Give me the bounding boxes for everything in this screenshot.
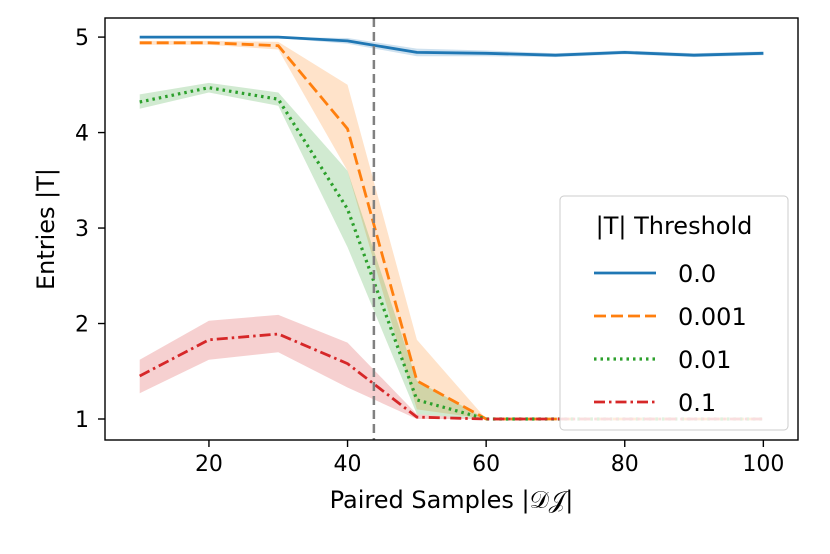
legend: |T| Threshold 0.0 0.001 0.01 0.1 xyxy=(559,195,789,431)
y-tick-label: 5 xyxy=(75,26,89,51)
x-tick-label: 40 xyxy=(334,452,362,477)
y-tick-label: 4 xyxy=(75,122,89,147)
x-axis: 20 40 60 80 100 xyxy=(195,440,784,477)
legend-label-2: 0.01 xyxy=(678,346,731,374)
plot-frame xyxy=(104,17,799,441)
x-axis-label: Paired Samples |𝒟𝒥| xyxy=(330,486,574,514)
x-tick-label: 20 xyxy=(195,452,223,477)
y-axis-label: Entries |T| xyxy=(32,168,60,290)
y-tick-label: 3 xyxy=(75,217,89,242)
x-tick-label: 60 xyxy=(472,452,500,477)
legend-label-0: 0.0 xyxy=(678,260,716,288)
y-axis: 1 2 3 4 5 xyxy=(75,26,105,433)
y-tick-label: 2 xyxy=(75,313,89,338)
line-series-2 xyxy=(139,86,764,421)
legend-label-3: 0.1 xyxy=(678,389,716,417)
y-tick-label: 1 xyxy=(75,408,89,433)
x-tick-label: 100 xyxy=(742,452,784,477)
line-series-1 xyxy=(139,41,764,421)
x-tick-label: 80 xyxy=(611,452,639,477)
legend-box xyxy=(559,195,789,431)
line-series-0 xyxy=(139,35,764,57)
legend-label-1: 0.001 xyxy=(678,303,747,331)
legend-items: 0.0 0.001 0.01 0.1 xyxy=(594,260,747,417)
legend-title: |T| Threshold xyxy=(596,212,753,240)
